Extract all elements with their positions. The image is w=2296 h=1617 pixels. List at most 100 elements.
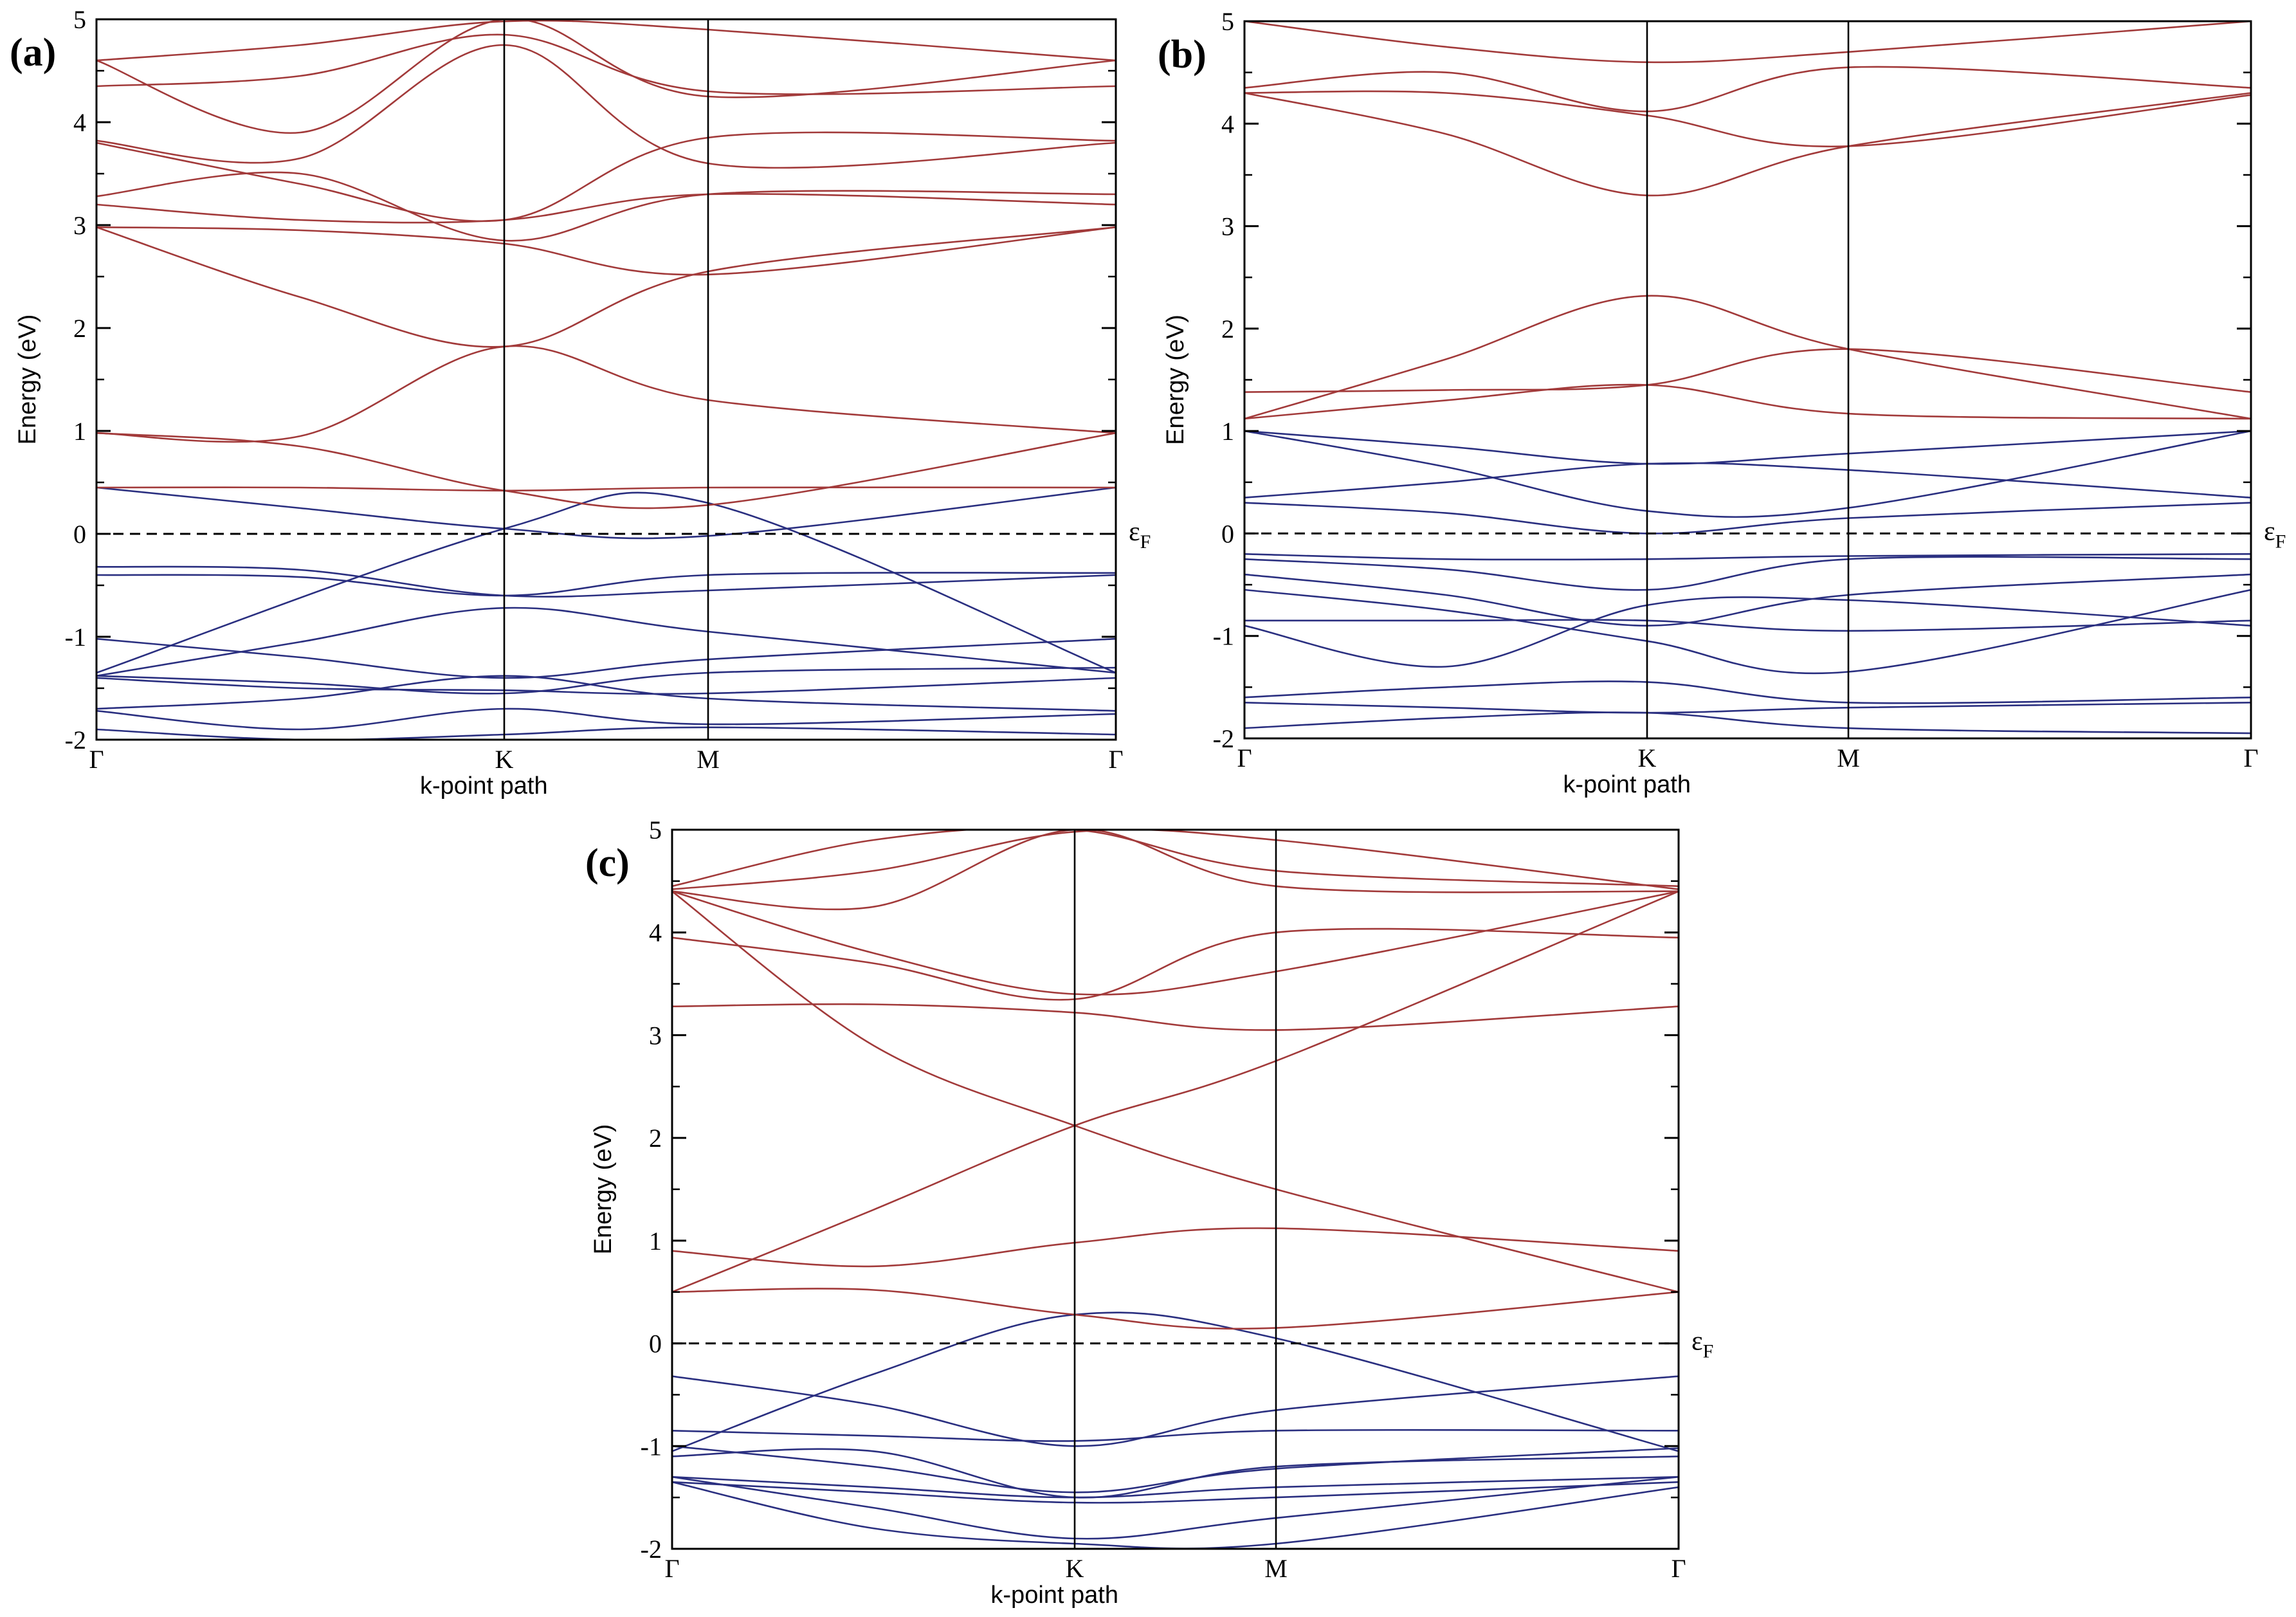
panel-b-y-tick-label-2: 0	[1221, 519, 1234, 548]
panel-b-conduction-band-1	[1244, 383, 2251, 420]
panel-b-valence-band-10	[1244, 596, 2251, 668]
panel-c-valence-band-8	[672, 1481, 1679, 1549]
panel-c-x-tick-label-3: Γ	[1671, 1554, 1686, 1583]
panel-a-fermi-symbol: ε	[1129, 517, 1140, 547]
panel-c-valence-band-3	[672, 1429, 1679, 1442]
panel-a-valence-band-10	[96, 726, 1116, 740]
panel-b-valence-band-3	[1244, 462, 2251, 498]
panel-b-fermi-subscript: F	[2275, 531, 2286, 552]
panel-a-valence-band-5	[96, 607, 1116, 677]
panel-c-valence-band-7	[672, 1475, 1679, 1540]
panel-b-conduction-band-7	[1244, 21, 2251, 64]
panel-b-label: (b)	[1158, 33, 1207, 77]
panel-a-fermi-subscript: F	[1140, 531, 1151, 553]
panel-b: -2 -1 0 1 2 3 4 5 Γ K M Γ Energy (eV) k-point path…	[1158, 7, 2286, 798]
panel-c-conduction-band-7	[672, 927, 1679, 1001]
panel-c-conduction-band-5	[672, 890, 1679, 1293]
panel-a-valence-band-1	[96, 491, 1116, 674]
panel-c-x-tick-label-2: M	[1264, 1554, 1288, 1583]
panel-b-valence-band-7	[1244, 573, 2251, 627]
panel-c-valence-band-9	[672, 1448, 1679, 1499]
panel-a-y-tick-label-6: 4	[73, 108, 86, 137]
panel-c-y-axis-title: Energy (eV)	[590, 1124, 617, 1255]
panel-a-x-tick-label-0: Γ	[89, 745, 104, 774]
panel-b-conduction-band-5	[1244, 90, 2251, 148]
panel-c-fermi-subscript: F	[1703, 1341, 1714, 1362]
panel-a-conduction-band-4	[96, 226, 1116, 348]
panel-c-y-tick-label-6: 4	[649, 918, 662, 947]
panel-b-y-axis-title: Energy (eV)	[1162, 315, 1189, 445]
panel-c-y-tick-label-4: 2	[649, 1124, 662, 1153]
panel-c-y-tick-label-7: 5	[649, 816, 662, 845]
panel-b-conduction-band-6	[1244, 66, 2251, 113]
panel-b-valence-band-11	[1244, 681, 2251, 704]
panel-b-x-tick-label-3: Γ	[2243, 744, 2258, 772]
panel-c-conduction-band-4	[672, 1003, 1679, 1031]
panel-c-valence-band-6	[672, 1481, 1679, 1504]
panel-a-y-tick-label-2: 0	[73, 520, 86, 549]
panel-c-fermi-label: εF	[1691, 1327, 1713, 1362]
panel-b-valence-band-6	[1244, 556, 2251, 591]
panel-b-valence-band-2	[1244, 430, 2251, 518]
panel-b-kpoint-lines	[1646, 21, 1850, 738]
panel-c-fermi-symbol: ε	[1691, 1327, 1703, 1357]
panel-b-y-tick-label-6: 4	[1221, 109, 1234, 138]
panel-a-y-tick-label-7: 5	[73, 5, 86, 34]
panel-b-valence-band-4	[1244, 502, 2251, 534]
panel-a-valence-band-3	[96, 565, 1116, 598]
panel-a-x-tick-label-1: K	[495, 745, 514, 774]
panel-a-y-tick-label-3: 1	[73, 417, 86, 446]
panel-a-x-tick-label-2: M	[697, 745, 720, 774]
panel-a: -2 -1 0 1 2 3 4 5 Γ K M Γ Energy (eV) k-point path…	[10, 5, 1151, 799]
panel-a-y-tick-label-1: -1	[65, 623, 86, 652]
panel-b-y-tick-label-5: 3	[1221, 212, 1234, 241]
panel-b-y-tick-label-3: 1	[1221, 417, 1234, 446]
panel-c-y-tick-label-0: -2	[641, 1535, 662, 1564]
panel-b-fermi-symbol: ε	[2264, 516, 2275, 546]
panel-c-y-tick-label-1: -1	[641, 1432, 662, 1461]
panel-b-conduction-band-2	[1244, 348, 2251, 393]
panel-a-conduction-band-5	[96, 226, 1116, 276]
panel-a-label: (a)	[10, 31, 56, 75]
panel-b-y-tick-label-7: 5	[1221, 7, 1234, 36]
panel-c-conduction-band-2	[672, 890, 1679, 1293]
panel-b-valence-band-8	[1244, 589, 2251, 675]
panel-b-valence-band-13	[1244, 702, 2251, 714]
panel-c: -2 -1 0 1 2 3 4 5 Γ K M Γ Energy (eV) k-point path…	[585, 816, 1713, 1609]
panel-c-conduction-band-1	[672, 1288, 1679, 1330]
panel-a-fermi-label: εF	[1129, 517, 1151, 553]
panel-c-valence-band-2	[672, 1375, 1679, 1447]
panel-a-valence-band-4	[96, 572, 1116, 597]
panel-a-y-ticks: -2 -1 0 1 2 3 4 5	[65, 5, 1116, 754]
panel-a-kpoint-lines	[503, 19, 709, 740]
panel-b-y-tick-label-4: 2	[1221, 315, 1234, 343]
panel-c-valence-band-4	[672, 1445, 1679, 1494]
panel-c-conduction-band-10	[672, 830, 1679, 888]
panel-b-y-tick-label-0: -2	[1213, 724, 1234, 753]
panel-c-y-tick-label-5: 3	[649, 1021, 662, 1050]
panel-c-y-tick-label-2: 0	[649, 1329, 662, 1358]
panel-a-conduction-band-12	[96, 19, 1116, 62]
panel-a-conduction-band-1	[96, 486, 1116, 492]
panel-c-x-axis-title: k-point path	[990, 1582, 1118, 1609]
panel-c-label: (c)	[585, 841, 630, 885]
panel-b-valence-band-12	[1244, 711, 2251, 735]
panel-a-conduction-band-9	[96, 44, 1116, 169]
panel-b-conduction-band-4	[1244, 92, 2251, 197]
panel-c-x-tick-label-0: Γ	[664, 1554, 679, 1583]
panel-c-kpoint-lines	[1073, 830, 1277, 1549]
panel-a-conduction-band-6	[96, 193, 1116, 224]
panel-a-y-axis-title: Energy (eV)	[14, 315, 41, 445]
panel-b-y-ticks: -2 -1 0 1 2 3 4 5	[1213, 7, 2251, 753]
panel-a-conduction-band-8	[96, 131, 1116, 223]
panel-a-valence-band-7	[96, 677, 1116, 695]
panel-b-conduction-band-3	[1244, 295, 2251, 420]
panel-a-y-tick-label-0: -2	[65, 726, 86, 754]
panel-b-x-tick-label-2: M	[1837, 744, 1860, 772]
panel-a-x-axis-title: k-point path	[420, 772, 548, 799]
panel-c-y-ticks: -2 -1 0 1 2 3 4 5	[641, 816, 1679, 1564]
